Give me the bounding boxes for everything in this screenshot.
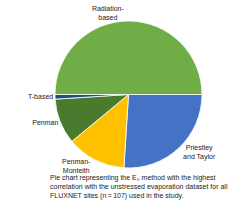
svg-text:Penman-Monteith: Penman-Monteith: [62, 158, 91, 174]
svg-text:Priestleyand Taylor: Priestleyand Taylor: [183, 144, 216, 161]
svg-text:Penman: Penman: [32, 119, 58, 126]
svg-text:T-based: T-based: [28, 93, 53, 100]
svg-text:Pie chart representing the E₀: Pie chart representing the E₀ method wit…: [50, 174, 228, 200]
svg-text:Radiation-based: Radiation-based: [92, 5, 125, 21]
